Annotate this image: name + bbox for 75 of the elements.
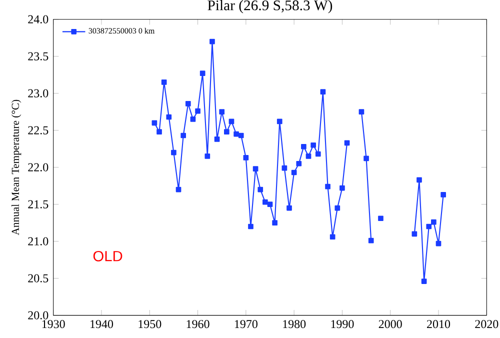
y-tick-label: 22.5 [28, 126, 48, 134]
point [282, 165, 288, 171]
point [364, 156, 369, 162]
point [426, 224, 432, 230]
point [166, 114, 172, 120]
y-axis-title: Annual Mean Temperature (°C) [11, 100, 22, 236]
point [200, 70, 206, 76]
y-tick-label: 22.0 [28, 163, 48, 172]
point [334, 205, 340, 211]
point [210, 38, 215, 44]
point [243, 155, 249, 160]
point [214, 136, 220, 142]
point [180, 132, 186, 138]
point [421, 278, 427, 284]
point [412, 231, 418, 237]
point [296, 160, 302, 166]
point [219, 109, 225, 114]
y-tick-label: 21.0 [28, 237, 48, 246]
x-tick-label: 2010 [427, 320, 450, 328]
point [204, 154, 210, 159]
point [306, 154, 312, 159]
annotation: OLD [93, 250, 122, 262]
legend-label: 303872550003 0 km [88, 28, 155, 34]
point [340, 185, 345, 191]
point [431, 219, 436, 225]
point [301, 144, 306, 150]
x-tick-label: 2000 [378, 320, 402, 328]
point [228, 118, 234, 124]
x-tick-label: 1990 [331, 320, 354, 328]
x-tick-label: 1930 [42, 320, 65, 328]
y-tick-label: 20.5 [28, 274, 48, 282]
point [286, 205, 292, 211]
x-tick-label: 1940 [90, 320, 114, 328]
x-tick-label: 1950 [138, 320, 162, 328]
point [161, 80, 167, 85]
chart-title: Pilar (26.9 S,58.3 W) [208, 0, 332, 14]
point [267, 202, 273, 207]
point [185, 101, 191, 106]
y-tick-label: 24.0 [28, 15, 48, 24]
point [325, 184, 330, 190]
point [234, 131, 239, 137]
y-tick-label: 21.5 [28, 200, 48, 208]
point [436, 240, 442, 246]
point [330, 234, 336, 240]
point [416, 177, 422, 183]
point [258, 186, 264, 192]
point [320, 89, 326, 95]
point [262, 199, 268, 205]
point [190, 116, 196, 122]
point [368, 238, 374, 244]
point [315, 151, 321, 157]
x-tick-label: 1980 [283, 320, 306, 328]
point [272, 220, 278, 226]
y-tick-label: 23.0 [28, 89, 48, 98]
point [440, 192, 446, 198]
point [291, 170, 297, 176]
point [252, 166, 258, 172]
point [238, 132, 244, 138]
x-tick-label: 1970 [234, 320, 258, 328]
point [358, 109, 364, 114]
point [276, 118, 282, 124]
point [248, 224, 254, 230]
x-tick-label: 1960 [186, 320, 210, 328]
x-tick-label: 2020 [475, 320, 498, 328]
point [176, 186, 182, 192]
point [344, 140, 350, 146]
y-tick-label: 23.5 [28, 52, 48, 60]
point [152, 120, 158, 126]
point [310, 142, 316, 148]
point [156, 129, 162, 134]
point [171, 150, 176, 156]
y-tick-label: 20.0 [28, 311, 48, 320]
point [195, 108, 200, 114]
point [378, 216, 384, 222]
point [224, 129, 230, 134]
